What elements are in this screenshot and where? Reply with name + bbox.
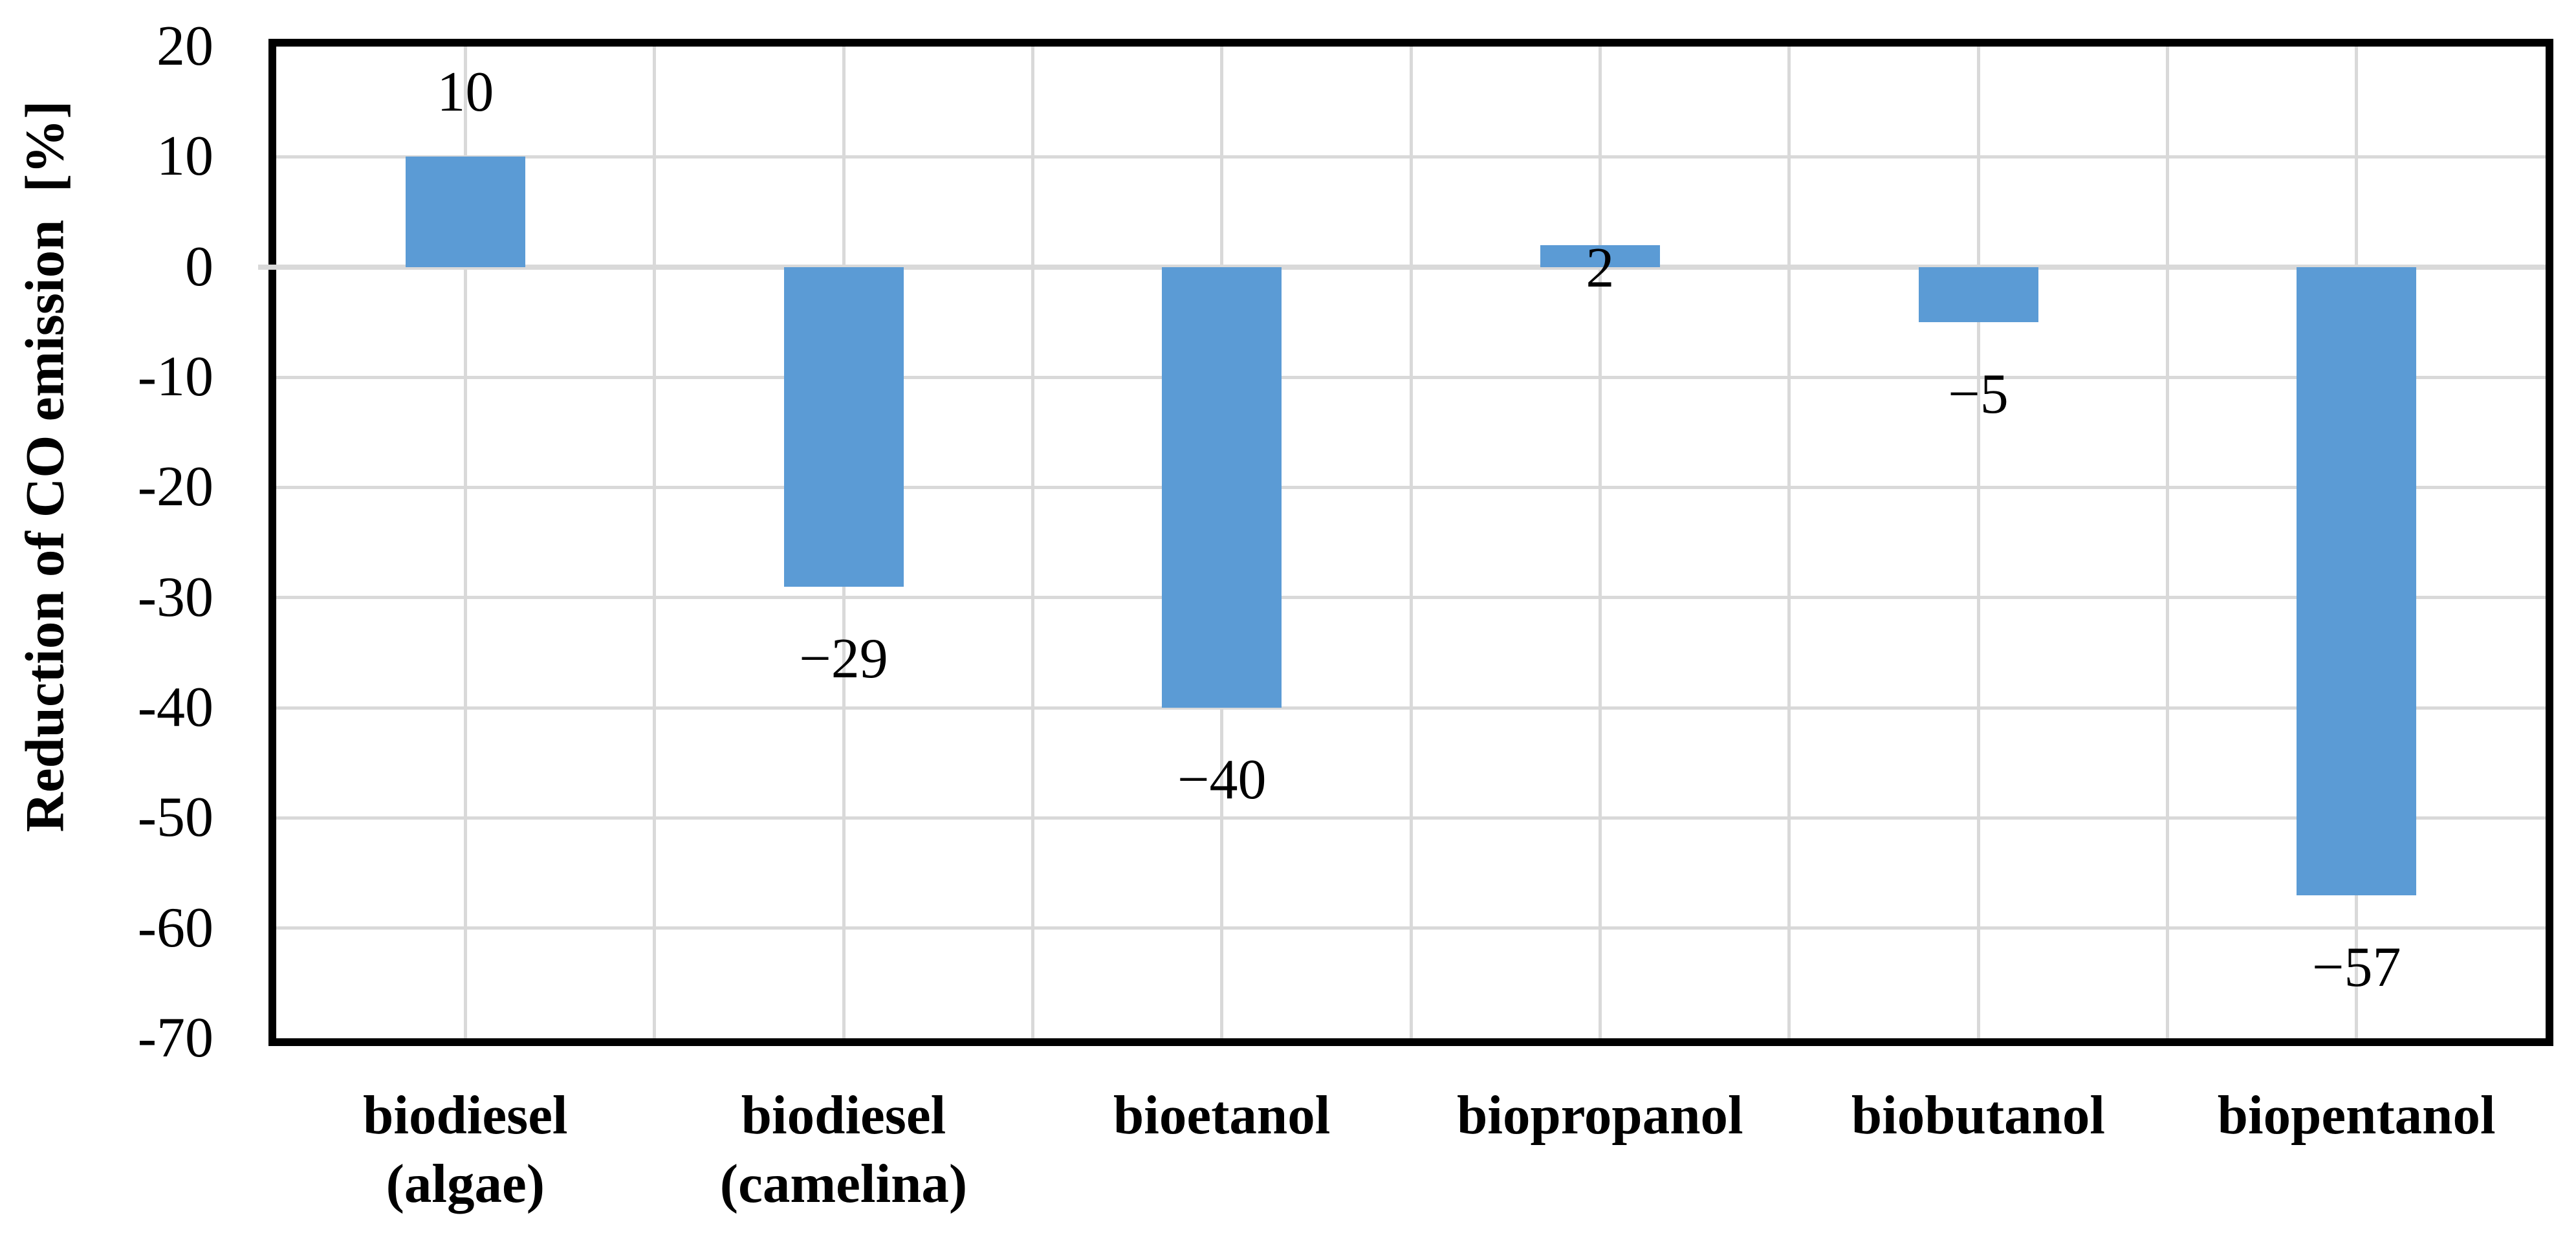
bar-biodiesel-camelina (783, 267, 904, 587)
data-label-biopropanol: 2 (1586, 237, 1615, 300)
y-tick-label-0: 0 (185, 235, 213, 298)
y-tick-label-minus20: -20 (137, 455, 213, 519)
category-label-line: biopentanol (2217, 1085, 2496, 1146)
bar-biobutanol (1918, 267, 2038, 322)
data-label-biobutanol: −5 (1948, 362, 2009, 426)
data-label-biodiesel-algae: 10 (437, 60, 494, 124)
category-label-line: biodiesel (363, 1085, 568, 1146)
v-gridline (2165, 47, 2169, 1038)
zero-axis-tick (258, 264, 276, 270)
category-label-biobutanol: biobutanol (1789, 1081, 2167, 1150)
y-tick-label-minus50: -50 (137, 786, 213, 849)
bar-bioetanol (1162, 267, 1282, 708)
data-label-biopentanol: −57 (2311, 935, 2401, 999)
y-tick-label-20: 20 (157, 15, 213, 78)
category-label-bioetanol: bioetanol (1033, 1081, 1411, 1150)
data-label-layer: 10 −29 −40 2 −5 −57 (276, 47, 2546, 1038)
category-label-biodiesel-camelina: biodiesel (camelina) (655, 1081, 1032, 1218)
y-tick-label-minus40: -40 (137, 676, 213, 739)
v-gridline (463, 47, 467, 1038)
bar-biodiesel-algae (405, 157, 525, 267)
category-label-biopentanol: biopentanol (2168, 1081, 2546, 1150)
v-gridline (1598, 47, 1602, 1038)
category-label-line: biodiesel (741, 1085, 946, 1146)
y-tick-label-minus60: -60 (137, 896, 213, 959)
category-label-line: (camelina) (719, 1153, 968, 1214)
data-label-biodiesel-camelina: −29 (799, 627, 888, 690)
bar-series-layer (276, 47, 2546, 1038)
category-label-line: biobutanol (1851, 1085, 2106, 1146)
bar-biopropanol (1540, 245, 1660, 267)
v-gridline (1976, 47, 1980, 1038)
y-tick-label-minus30: -30 (137, 565, 213, 629)
plot-area (268, 39, 2553, 1046)
y-tick-label-minus70: -70 (137, 1007, 213, 1069)
category-label-biodiesel-algae: biodiesel (algae) (276, 1081, 654, 1218)
v-gridline (653, 47, 657, 1038)
y-tick-label-10: 10 (157, 125, 213, 188)
data-label-bioetanol: −40 (1177, 748, 1267, 811)
category-label-line: biopropanol (1457, 1085, 1743, 1146)
category-label-biopropanol: biopropanol (1411, 1081, 1789, 1150)
v-gridline (1031, 47, 1034, 1038)
v-gridline (1787, 47, 1791, 1038)
y-tick-label-minus10: -10 (137, 345, 213, 408)
category-label-line: bioetanol (1113, 1085, 1331, 1146)
v-gridline (1409, 47, 1413, 1038)
bar-biopentanol (2297, 267, 2417, 895)
category-label-line: (algae) (386, 1153, 545, 1214)
